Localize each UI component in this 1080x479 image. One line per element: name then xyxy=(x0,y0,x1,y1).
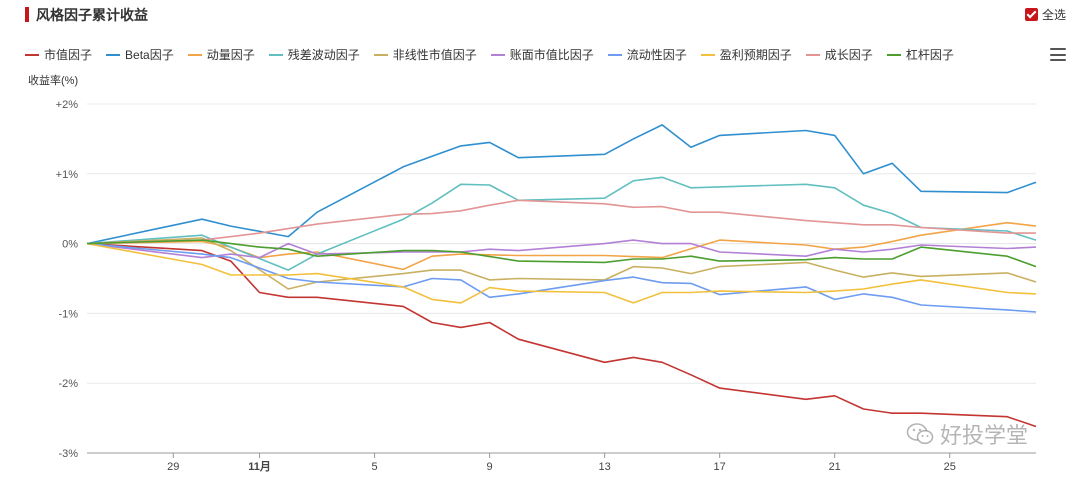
wechat-icon xyxy=(906,423,934,445)
select-all-label: 全选 xyxy=(1041,8,1066,22)
legend-item[interactable]: 动量因子 xyxy=(187,46,255,63)
legend-swatch xyxy=(886,53,901,56)
legend-label: 市值因子 xyxy=(44,48,93,62)
legend-label: 账面市值比因子 xyxy=(509,48,594,62)
legend-swatch xyxy=(490,53,505,56)
y-tick-label: -2% xyxy=(58,378,78,390)
legend-swatch xyxy=(25,53,39,56)
legend-swatch xyxy=(607,53,622,56)
legend-item[interactable]: 市值因子 xyxy=(25,46,92,63)
y-tick-label: -1% xyxy=(58,308,78,320)
y-axis-label: 收益率(%) xyxy=(28,75,79,87)
x-tick-label: 9 xyxy=(487,461,493,473)
y-tick-label: 0% xyxy=(62,239,78,251)
y-tick-label: +1% xyxy=(56,169,79,181)
watermark: 好投学堂 xyxy=(906,418,1028,450)
series-line-7[interactable] xyxy=(86,242,1037,304)
legend-label: 非线性市值因子 xyxy=(392,48,477,62)
series-line-5[interactable] xyxy=(86,239,1037,259)
series-line-4[interactable] xyxy=(86,237,1037,290)
x-tick-label: 13 xyxy=(599,461,611,473)
hamburger-menu-icon[interactable] xyxy=(1050,48,1066,61)
legend-item[interactable]: 盈利预期因子 xyxy=(700,46,792,63)
series-line-6[interactable] xyxy=(86,242,1037,313)
legend-item[interactable]: Beta因子 xyxy=(106,46,174,63)
chart-header: 风格因子累计收益 全选 xyxy=(0,0,1080,30)
legend-item[interactable]: 残差波动因子 xyxy=(268,46,360,63)
legend-swatch xyxy=(106,53,121,56)
x-tick-label: 17 xyxy=(714,461,726,473)
x-tick-label: 21 xyxy=(829,461,841,473)
legend-swatch xyxy=(268,53,283,56)
series-line-2[interactable] xyxy=(86,221,1037,271)
series-line-9[interactable] xyxy=(86,239,1037,268)
legend-item[interactable]: 非线性市值因子 xyxy=(373,46,477,63)
series-line-8[interactable] xyxy=(86,199,1036,245)
checkbox-checked-icon[interactable] xyxy=(1024,8,1038,21)
legend-swatch xyxy=(700,53,715,56)
legend-label: 盈利预期因子 xyxy=(719,48,792,62)
title-accent-bar xyxy=(25,7,29,22)
legend-label: 残差波动因子 xyxy=(287,48,360,62)
legend-item[interactable]: 流动性因子 xyxy=(607,46,687,63)
x-tick-label: 11月 xyxy=(248,460,271,473)
x-tick-label: 25 xyxy=(944,461,956,473)
series-line-3[interactable] xyxy=(86,176,1037,271)
series-line-0[interactable] xyxy=(86,242,1037,428)
y-tick-label: -3% xyxy=(58,448,78,460)
chart-title: 风格因子累计收益 xyxy=(36,7,148,23)
legend-swatch xyxy=(805,53,820,56)
legend-label: 动量因子 xyxy=(206,48,255,62)
watermark-text: 好投学堂 xyxy=(940,423,1029,448)
series-line-1[interactable] xyxy=(86,124,1037,245)
legend-item[interactable]: 杠杆因子 xyxy=(886,46,954,63)
select-all-toggle[interactable]: 全选 xyxy=(1024,6,1066,23)
legend-label: 杠杆因子 xyxy=(905,48,954,62)
legend-swatch xyxy=(373,53,388,56)
legend-label: 成长因子 xyxy=(824,48,873,62)
legend-label: 流动性因子 xyxy=(626,48,687,62)
x-tick-label: 5 xyxy=(372,461,378,473)
chart-legend: 市值因子 Beta因子 动量因子 残差波动因子 非线性市值因子 账面市值比因子 流动性因子 盈… xyxy=(25,46,968,63)
y-tick-label: +2% xyxy=(56,99,79,111)
legend-label: Beta因子 xyxy=(125,48,174,62)
x-tick-label: 29 xyxy=(167,461,179,473)
legend-item[interactable]: 账面市值比因子 xyxy=(490,46,594,63)
legend-swatch xyxy=(187,53,202,56)
legend-item[interactable]: 成长因子 xyxy=(805,46,873,63)
